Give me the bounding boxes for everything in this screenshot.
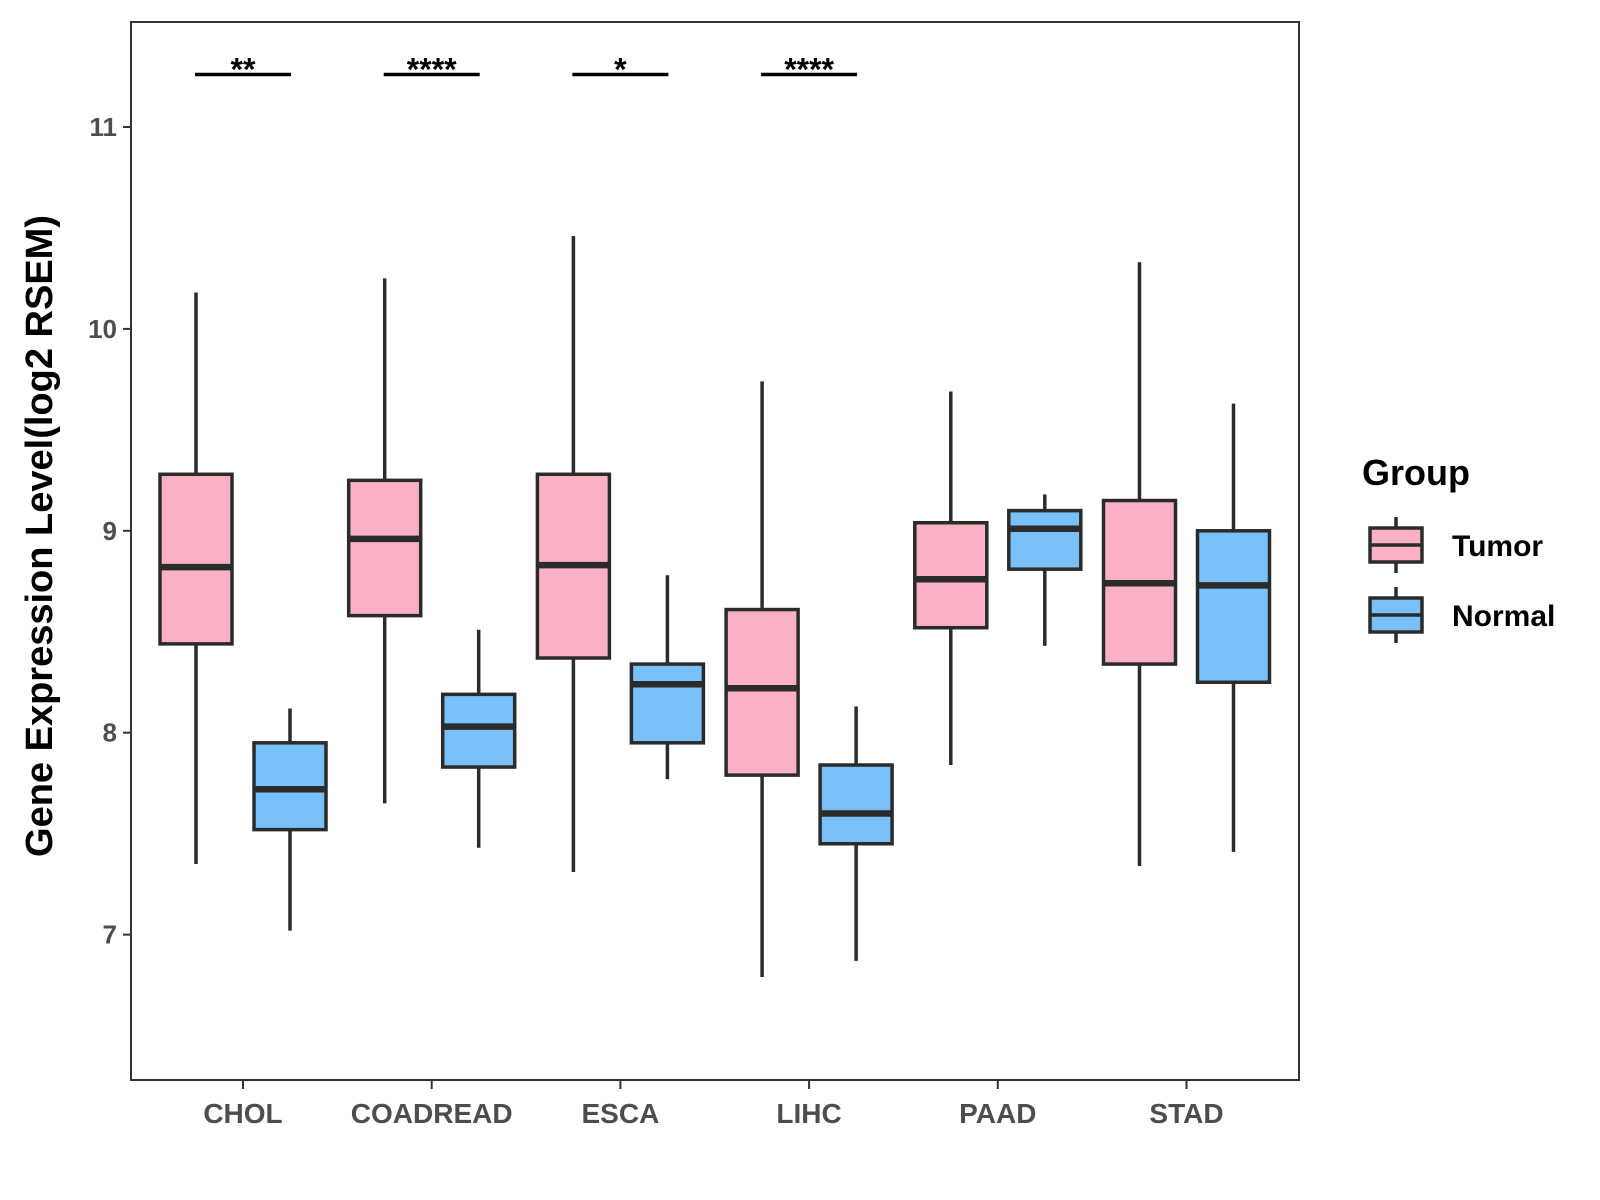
plot-panel-border <box>130 21 1300 1081</box>
x-axis: CHOL COADREAD ESCA LIHC PAAD STAD <box>203 1080 1224 1129</box>
box-tumor-esca <box>535 236 612 873</box>
y-tick-label: 8 <box>103 718 117 748</box>
significance-annotations: ** **** * **** <box>195 51 858 87</box>
y-tick-label: 11 <box>90 112 118 142</box>
legend-entry-normal: Normal <box>1368 587 1555 643</box>
box-tumor-coadread <box>346 278 423 804</box>
box-normal-lihc <box>818 706 894 961</box>
x-tick-label-lihc: LIHC <box>776 1098 841 1129</box>
box-normal-chol <box>252 708 328 931</box>
significance-label: ** <box>231 51 256 87</box>
legend-entry-tumor: Tumor <box>1368 517 1543 573</box>
box-body <box>1007 508 1083 571</box>
y-tick-label: 9 <box>103 516 117 546</box>
y-axis: 7 8 9 10 11 <box>88 112 131 950</box>
box-body <box>629 662 706 745</box>
x-tick-label-chol: CHOL <box>203 1098 282 1129</box>
box-normal-stad <box>1195 403 1272 852</box>
box-body <box>440 692 517 769</box>
x-tick-label-esca: ESCA <box>582 1098 660 1129</box>
box-body <box>1195 529 1272 684</box>
box-tumor-paad <box>913 391 989 766</box>
significance-label: * <box>614 51 627 87</box>
box-body <box>158 472 234 646</box>
significance-label: **** <box>407 51 457 87</box>
box-body <box>724 607 800 777</box>
significance-label: **** <box>784 51 834 87</box>
x-tick-label-stad: STAD <box>1149 1098 1223 1129</box>
box-body <box>913 520 989 630</box>
y-tick-label: 7 <box>103 920 117 950</box>
legend: Group Tumor Normal <box>1362 452 1555 643</box>
legend-label-normal: Normal <box>1452 600 1555 633</box>
y-axis-title: Gene Expression Level(log2 RSEM) <box>19 215 61 857</box>
box-normal-coadread <box>440 629 517 848</box>
legend-title: Group <box>1362 452 1470 493</box>
plot-marks <box>158 236 1272 978</box>
y-tick-label: 10 <box>88 314 117 344</box>
x-tick-label-paad: PAAD <box>959 1098 1036 1129</box>
box-body <box>818 763 894 846</box>
box-body <box>346 478 423 618</box>
legend-label-tumor: Tumor <box>1452 530 1543 563</box>
box-tumor-lihc <box>724 381 800 978</box>
box-normal-paad <box>1007 494 1083 646</box>
box-tumor-chol <box>158 292 234 864</box>
x-tick-label-coadread: COADREAD <box>351 1098 513 1129</box>
box-normal-esca <box>629 575 706 780</box>
box-tumor-stad <box>1101 262 1178 866</box>
